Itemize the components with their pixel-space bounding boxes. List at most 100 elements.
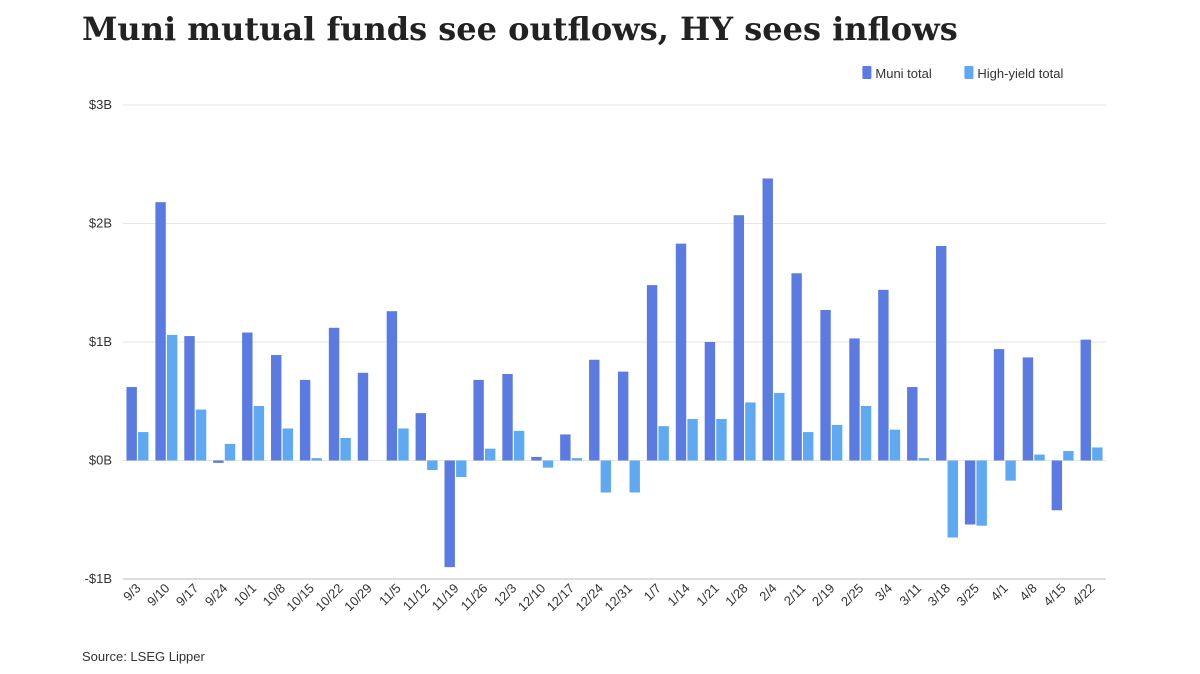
bar — [427, 460, 438, 470]
chart-title: Muni mutual funds see outflows, HY sees … — [82, 10, 958, 48]
y-tick-label: $0B — [89, 453, 112, 468]
bar — [195, 409, 207, 461]
bar — [271, 355, 282, 461]
bar — [184, 336, 195, 461]
x-tick-label: 1/7 — [641, 581, 664, 604]
bar — [803, 432, 814, 461]
bar — [213, 460, 224, 463]
bar — [907, 387, 918, 461]
bar — [542, 460, 554, 468]
x-tick-label: 11/5 — [376, 581, 404, 609]
x-tick-label: 10/29 — [341, 581, 375, 615]
bar — [1022, 357, 1034, 461]
x-tick-label: 2/4 — [756, 581, 779, 604]
bar — [166, 334, 178, 461]
bar — [386, 311, 398, 461]
bar — [658, 426, 669, 461]
bar — [935, 246, 947, 461]
bar — [155, 202, 166, 461]
bar — [299, 379, 311, 461]
bar — [629, 460, 640, 493]
bar — [456, 460, 467, 478]
bar — [774, 392, 785, 461]
x-tick-label: 10/22 — [312, 581, 346, 615]
bar — [687, 419, 698, 461]
x-tick-label: 12/10 — [515, 581, 549, 615]
x-tick-label: 9/24 — [202, 581, 231, 610]
y-tick-label: $2B — [89, 216, 112, 231]
bar — [1051, 460, 1063, 511]
x-tick-label: 4/8 — [1016, 581, 1039, 604]
x-tick-label: 12/17 — [544, 581, 578, 615]
legend-label: High-yield total — [977, 66, 1063, 81]
bar — [675, 243, 687, 461]
bar — [242, 332, 253, 461]
bar — [745, 402, 756, 461]
bar — [398, 428, 409, 461]
x-tick-label: 4/22 — [1069, 581, 1098, 610]
bar — [716, 419, 727, 461]
bar — [1063, 451, 1074, 461]
bar — [513, 430, 525, 461]
bar — [600, 460, 612, 493]
legend-label: Muni total — [875, 66, 931, 81]
bar — [253, 405, 265, 461]
x-tick-label: 10/15 — [283, 581, 317, 615]
x-tick-label: 2/11 — [781, 581, 809, 609]
x-tick-label: 1/28 — [722, 581, 751, 610]
bar — [617, 371, 629, 461]
bar — [126, 387, 137, 461]
x-tick-label: 11/26 — [458, 581, 491, 614]
bar — [415, 413, 426, 461]
bar — [138, 432, 149, 461]
bar — [733, 215, 745, 461]
bar — [473, 379, 484, 461]
bar — [571, 458, 583, 461]
bar — [1034, 454, 1045, 461]
x-tick-label: 3/18 — [925, 581, 954, 610]
x-tick-label: 11/19 — [429, 581, 462, 614]
x-tick-label: 4/15 — [1040, 581, 1069, 610]
y-tick-label: $1B — [89, 334, 112, 349]
x-tick-label: 3/4 — [872, 581, 895, 604]
bar — [1092, 447, 1103, 461]
x-tick-label: 12/24 — [573, 581, 607, 615]
bar — [328, 327, 340, 461]
x-tick-label: 3/25 — [954, 581, 983, 610]
bar — [762, 178, 773, 461]
bar — [889, 429, 901, 461]
bar — [918, 458, 930, 461]
bar — [849, 338, 860, 461]
x-tick-label: 9/10 — [144, 581, 173, 610]
x-tick-label: 2/25 — [838, 581, 867, 610]
bar — [820, 310, 831, 461]
bar — [993, 349, 1005, 461]
bar — [860, 405, 872, 461]
bar — [311, 458, 322, 461]
x-tick-label: 4/1 — [988, 581, 1011, 604]
source-note: Source: LSEG Lipper — [82, 649, 206, 664]
bar — [444, 460, 455, 568]
bar — [947, 460, 958, 538]
x-tick-label: 9/17 — [173, 581, 202, 610]
x-tick-label: 10/1 — [231, 581, 260, 610]
bar — [1005, 460, 1016, 481]
bar — [484, 448, 496, 461]
x-tick-label: 3/11 — [896, 581, 924, 609]
y-tick-label: $3B — [89, 97, 112, 112]
bar — [531, 456, 542, 461]
bar — [878, 289, 889, 461]
x-tick-label: 1/14 — [664, 581, 693, 610]
bar — [357, 372, 369, 461]
bar — [224, 443, 236, 461]
bar — [502, 373, 513, 461]
bar — [1080, 339, 1091, 461]
bar — [831, 424, 843, 461]
bar — [282, 428, 294, 461]
x-tick-label: 2/19 — [809, 581, 838, 610]
bar — [646, 285, 658, 461]
x-tick-label: 11/12 — [400, 581, 433, 614]
y-tick-label: -$1B — [85, 571, 112, 586]
bar — [976, 460, 987, 526]
